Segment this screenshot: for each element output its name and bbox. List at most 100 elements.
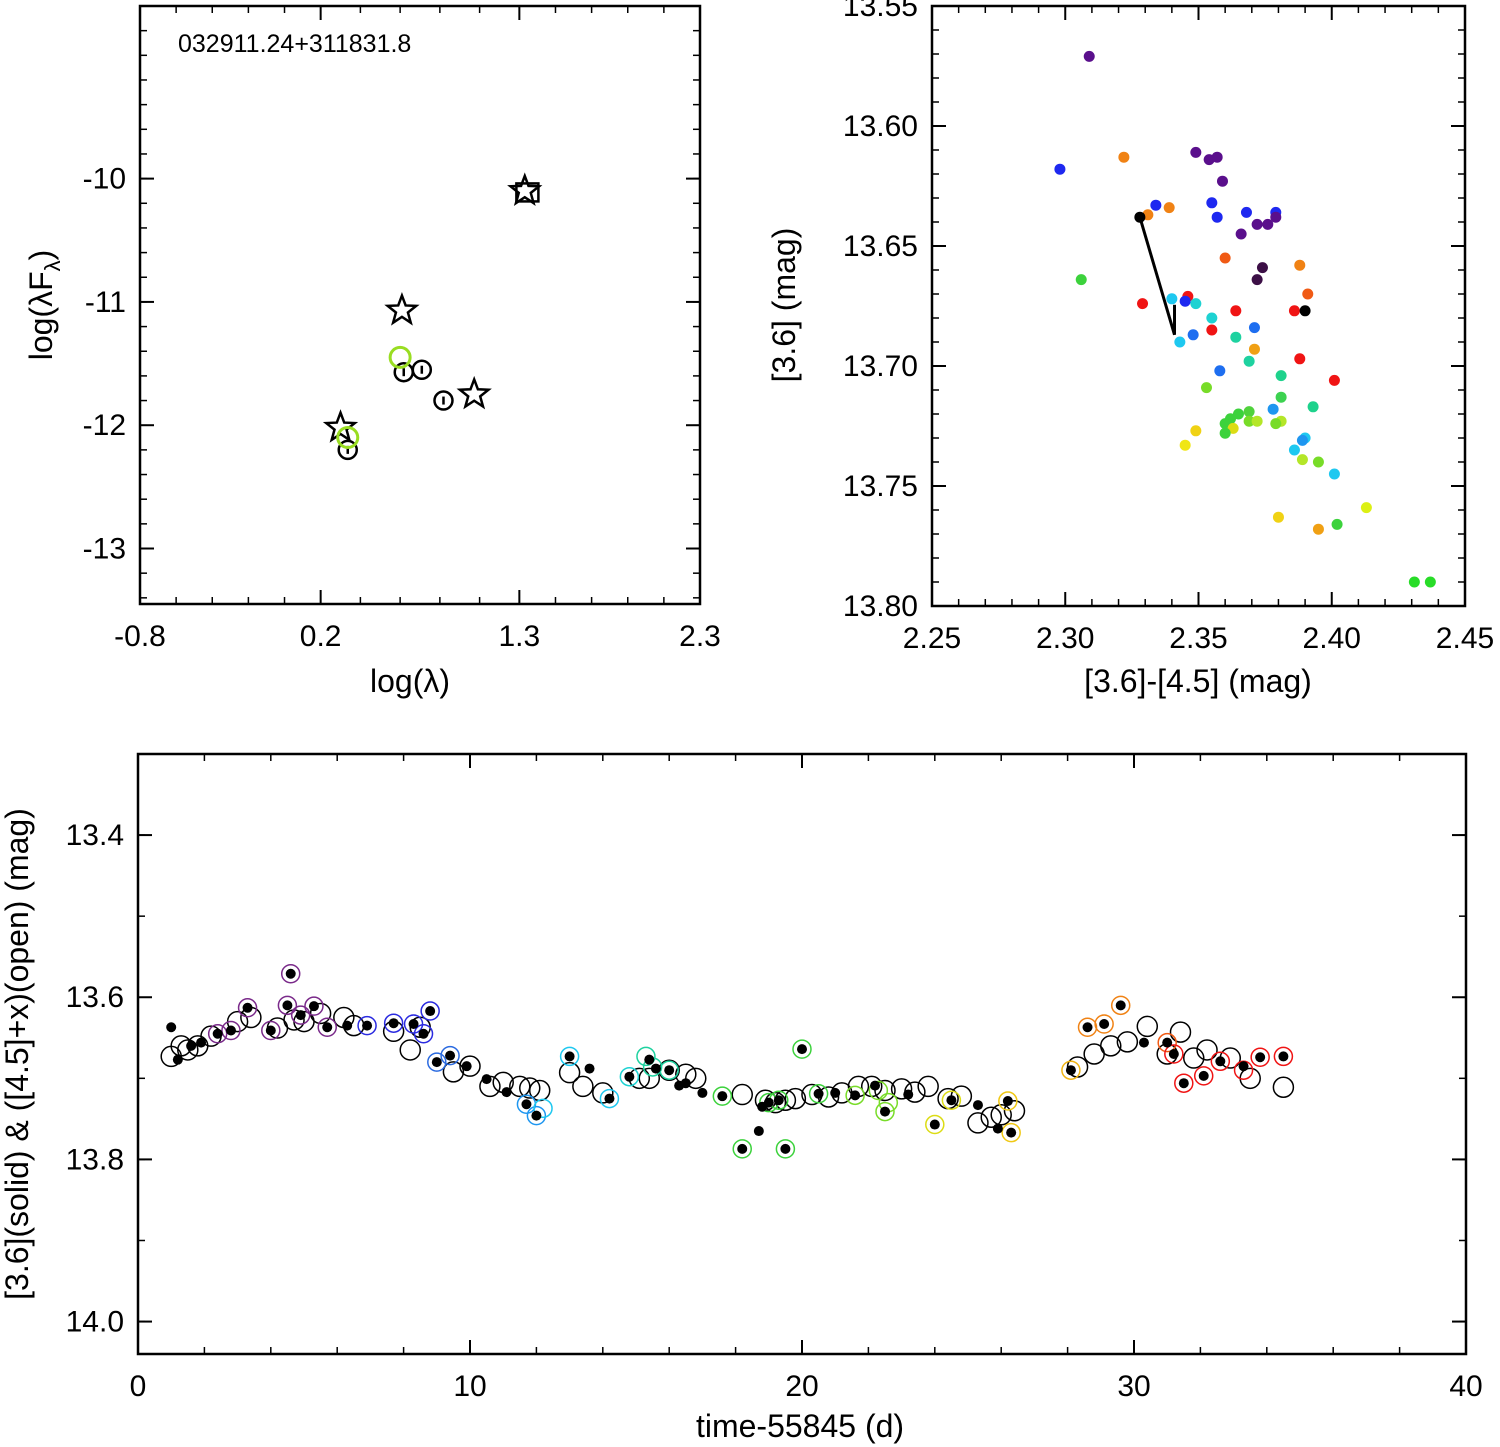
lightcurve-open-point (980, 1106, 1002, 1128)
cmd-point (1190, 146, 1202, 158)
lightcurve-solid-point (929, 1119, 940, 1130)
cmd-point (1331, 518, 1343, 530)
sed-green-circle-point (336, 426, 360, 450)
y-tick-label: 13.70 (843, 350, 918, 383)
cmd-point (1200, 382, 1212, 394)
lightcurve-open-point (784, 1087, 807, 1110)
lightcurve-solid-point (212, 1028, 223, 1039)
cmd-point (1299, 305, 1311, 317)
cmd-point (1251, 218, 1263, 230)
cmd-point (1206, 197, 1218, 209)
cmd-point (1230, 305, 1242, 317)
lightcurve-colored-open-point (280, 963, 301, 984)
lightcurve-open-point (1136, 1015, 1159, 1038)
cmd-point (1219, 418, 1231, 430)
lightcurve-colored-open-point (925, 1114, 945, 1135)
y-tick-label: 14.0 (66, 1306, 124, 1339)
cmd-point (1288, 444, 1300, 456)
lightcurve-solid-point (946, 1095, 957, 1106)
lightcurve-colored-open-point (845, 1085, 865, 1106)
lightcurve-y-axis-label: [3.6](solid) & ([4.5]+x)(open) (mag) (0, 808, 35, 1300)
lightcurve-panel: 0 10 20 30 40 13.4 13.6 13.8 14.0 time-55845 (d)… (0, 752, 1483, 1444)
lightcurve-colored-open-point (868, 1080, 889, 1101)
sed-data-marks (322, 172, 543, 461)
x-tick-label: 30 (1117, 1370, 1150, 1403)
lightcurve-open-point (1003, 1100, 1026, 1122)
lightcurve-open-point (1169, 1021, 1192, 1043)
lightcurve-colored-open-point (261, 1020, 281, 1041)
y-tick-label: 13.80 (843, 590, 918, 623)
cmd-point (1296, 434, 1308, 446)
cmd-point (1251, 274, 1263, 286)
cmd-point (1216, 175, 1228, 187)
lightcurve-colored-open-point (998, 1091, 1018, 1111)
cmd-point (1179, 439, 1191, 451)
lightcurve-open-point (519, 1077, 541, 1099)
lightcurve-open-point (917, 1075, 939, 1098)
lightcurve-colored-open-point (383, 1013, 404, 1033)
cmd-data-marks (1054, 50, 1436, 588)
cmd-axis-ticks: 2.25 2.30 2.35 2.40 2.45 13.55 13.60 13.65 13.70… (843, 0, 1494, 655)
cmd-point (1190, 425, 1202, 437)
lightcurve-solid-point (780, 1143, 791, 1154)
lightcurve-colored-open-point (808, 1083, 829, 1104)
sed-axis-ticks: -0.8 0.2 1.3 2.3 -13 -12 -11 -10 (83, 5, 721, 653)
lightcurve-colored-open-point (1157, 1032, 1177, 1053)
cmd-point (1150, 199, 1162, 211)
lightcurve-colored-open-point (304, 996, 324, 1016)
lightcurve-solid-point (342, 1020, 353, 1031)
cmd-point (1227, 422, 1239, 434)
lightcurve-data-marks (160, 963, 1295, 1159)
lightcurve-solid-point (1162, 1037, 1173, 1048)
lightcurve-colored-open-point (1077, 1017, 1098, 1037)
cmd-point (1083, 50, 1095, 62)
lightcurve-solid-point (1099, 1019, 1110, 1029)
lightcurve-colored-open-point (941, 1090, 962, 1110)
lightcurve-solid-point (604, 1093, 615, 1104)
cmd-point (1134, 211, 1146, 223)
lightcurve-colored-open-point (221, 1020, 241, 1041)
lightcurve-open-point (592, 1082, 614, 1104)
cmd-point (1118, 151, 1130, 163)
lightcurve-solid-point (282, 1000, 293, 1011)
lightcurve-solid-point (564, 1051, 575, 1062)
cmd-point (1312, 523, 1324, 535)
cmd-point (1054, 163, 1066, 175)
lightcurve-solid-point (242, 1002, 253, 1013)
lightcurve-solid-point (1278, 1051, 1289, 1062)
lightcurve-colored-open-point (1174, 1073, 1194, 1093)
lightcurve-colored-open-point (533, 1098, 553, 1119)
lightcurve-solid-point (445, 1050, 456, 1061)
lightcurve-open-point (177, 1039, 199, 1061)
lightcurve-colored-open-point (875, 1101, 895, 1122)
cmd-y-axis-label: [3.6] (mag) (766, 228, 802, 383)
y-tick-label: 13.65 (843, 230, 918, 263)
cmd-point (1075, 274, 1087, 286)
lightcurve-solid-point (225, 1025, 236, 1036)
cmd-point (1232, 408, 1244, 420)
x-tick-label: 2.45 (1436, 622, 1494, 655)
lightcurve-x-axis-label: time-55845 (d) (696, 1408, 904, 1444)
lightcurve-solid-point (903, 1089, 914, 1100)
lightcurve-colored-open-point (413, 1023, 434, 1044)
lightcurve-colored-open-point (290, 1005, 311, 1025)
lightcurve-solid-point (1178, 1078, 1189, 1089)
lightcurve-solid-point (813, 1088, 824, 1099)
sed-star-point (384, 291, 420, 326)
cmd-point (1248, 322, 1260, 334)
y-tick-label: 13.4 (66, 819, 124, 852)
lightcurve-solid-point (196, 1037, 207, 1048)
lightcurve-colored-open-point (636, 1046, 656, 1067)
lightcurve-colored-open-point (599, 1088, 620, 1109)
lightcurve-solid-point (624, 1071, 635, 1082)
lightcurve-solid-point (501, 1087, 512, 1098)
lightcurve-solid-point (172, 1054, 183, 1065)
lightcurve-colored-open-point (526, 1105, 547, 1126)
lightcurve-solid-point (1065, 1065, 1076, 1076)
lightcurve-open-point (1183, 1047, 1205, 1069)
lightcurve-solid-point (717, 1091, 728, 1102)
lightcurve-colored-open-point (1061, 1060, 1081, 1080)
lightcurve-solid-point (521, 1099, 532, 1110)
lightcurve-solid-point (850, 1090, 861, 1101)
cmd-point (1219, 427, 1231, 439)
